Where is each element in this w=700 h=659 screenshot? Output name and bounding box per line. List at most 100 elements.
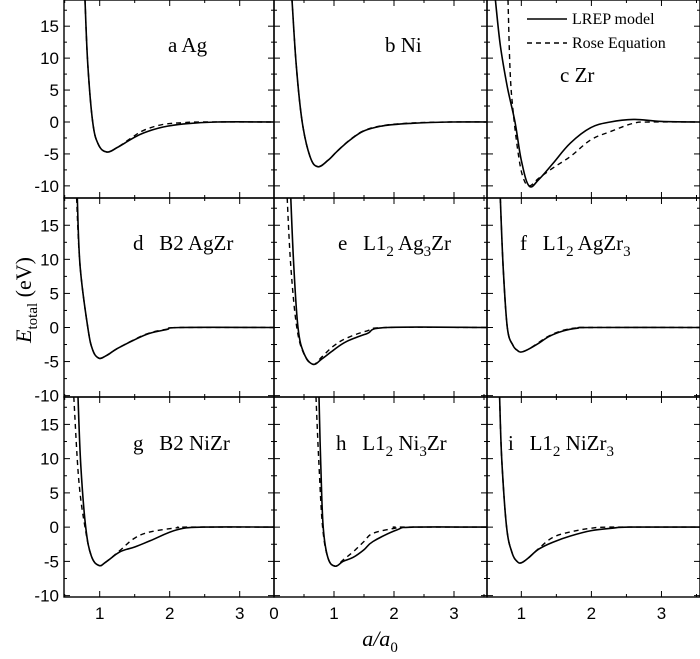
rose-equation-line [84, 0, 274, 153]
panel-frame [63, 197, 275, 398]
label-subscript: 3 [424, 244, 432, 260]
panel-label: h L12 Ni3Zr [336, 431, 447, 460]
panel-label: f L12 AgZr3 [520, 231, 631, 260]
label-text: c Zr [560, 63, 594, 87]
y-tick-label: 15 [40, 17, 59, 36]
panel-label: d B2 AgZr [133, 231, 233, 255]
panel-h: 0 1 2 3h L12 Ni3Zr [269, 396, 488, 623]
panel-label: e L12 Ag3Zr [338, 231, 451, 260]
x-tick-label: 3 [657, 604, 666, 623]
rose-equation-line [291, 0, 487, 168]
label-text: i L1 [508, 431, 553, 455]
y-tick-label: 0 [50, 113, 59, 132]
y-tick-label: 0 [50, 518, 59, 537]
panel-c: c Zr [486, 0, 700, 199]
y-tick-label: 5 [50, 81, 59, 100]
label-subscript: 3 [623, 244, 631, 260]
panel-frame [273, 396, 488, 598]
rose-equation-line [286, 198, 487, 366]
x-tick-label: 2 [165, 604, 174, 623]
series-group [494, 0, 700, 188]
y-tick-label: -5 [44, 145, 59, 164]
y-tick-label: -5 [44, 353, 59, 372]
y-tick-label: 5 [50, 284, 59, 303]
rose-equation-line [315, 397, 487, 567]
panel-f: f L12 AgZr3 [486, 197, 700, 398]
panel-b: b Ni [273, 0, 488, 199]
y-tick-label: 10 [40, 450, 59, 469]
lrep-model-line [498, 397, 700, 564]
panel-a: -10 -5 0 5 10 15 a Ag [34, 0, 275, 199]
rose-equation-line [75, 198, 274, 360]
panel-frame [273, 197, 488, 398]
y-tick-label: 15 [40, 415, 59, 434]
lrep-model-line [76, 198, 274, 360]
panel-label: g B2 NiZr [133, 431, 230, 455]
series-group [498, 397, 700, 564]
label-text: f L1 [520, 231, 566, 255]
label-text: d B2 AgZr [133, 231, 233, 255]
x-axis-title: a/a0 [362, 626, 398, 656]
panel-i: 1 2 3i L12 NiZr3 [486, 396, 700, 623]
lrep-model-line [84, 0, 274, 153]
y-tick-label: 15 [40, 216, 59, 235]
lrep-model-line [499, 198, 700, 353]
legend-item: LREP model [527, 11, 655, 28]
label-text: Ag [394, 231, 424, 255]
label-subscript: 2 [386, 444, 394, 460]
x-tick-label: 3 [449, 604, 458, 623]
panel-label: c Zr [560, 63, 594, 87]
legend-label: Rose Equation [572, 35, 666, 52]
panel-frame [273, 0, 488, 199]
panel-frame [486, 197, 700, 398]
label-text: AgZr [574, 231, 624, 255]
x-tick-label: 1 [517, 604, 526, 623]
y-tick-label: 0 [50, 318, 59, 337]
legend-item: Rose Equation [527, 35, 666, 52]
legend: LREP model Rose Equation [527, 11, 666, 52]
rose-equation-line [499, 198, 700, 353]
label-subscript: 2 [566, 244, 574, 260]
y-tick-label: 5 [50, 484, 59, 503]
label-subscript: 3 [419, 444, 427, 460]
y-tick-label: -10 [34, 177, 59, 196]
lrep-model-line [494, 0, 700, 188]
series-group [286, 198, 487, 366]
label-subscript: 3 [607, 444, 615, 460]
label-text: Ni [393, 431, 419, 455]
label-subscript: 2 [553, 444, 561, 460]
panel-label: a Ag [168, 33, 208, 57]
panel-label: i L12 NiZr3 [508, 431, 614, 460]
rose-equation-line [498, 397, 700, 564]
x-tick-label: 2 [389, 604, 398, 623]
panel-frame [486, 0, 700, 199]
rose-equation-line [507, 0, 700, 187]
panel-d: -10 -5 0 5 10 15 d B2 AgZr [34, 197, 275, 406]
series-group [75, 198, 274, 360]
label-text: g B2 NiZr [133, 431, 230, 455]
panel-g: -10 -5 0 5 10 15 1 2 3 g B2 NiZr [34, 396, 275, 623]
panel-frame [486, 396, 700, 598]
label-text: Zr [427, 431, 447, 455]
label-text: h L1 [336, 431, 386, 455]
label-text: a Ag [168, 33, 208, 57]
y-tick-label: -10 [34, 587, 59, 606]
rose-equation-line [73, 397, 274, 567]
x-tick-label: 3 [235, 604, 244, 623]
label-text: b Ni [385, 33, 422, 57]
panel-e: e L12 Ag3Zr [273, 197, 488, 398]
x-tick-label: 0 [269, 604, 278, 623]
series-group [84, 0, 274, 153]
label-text: e L1 [338, 231, 386, 255]
legend-label: LREP model [572, 11, 655, 28]
y-tick-label: 10 [40, 49, 59, 68]
panel-frame [63, 396, 275, 598]
y-tick-label: 10 [40, 250, 59, 269]
label-text: NiZr [560, 431, 606, 455]
panel-frame [63, 0, 275, 199]
x-tick-label: 1 [329, 604, 338, 623]
panel-label: b Ni [385, 33, 422, 57]
x-tick-label: 2 [587, 604, 596, 623]
